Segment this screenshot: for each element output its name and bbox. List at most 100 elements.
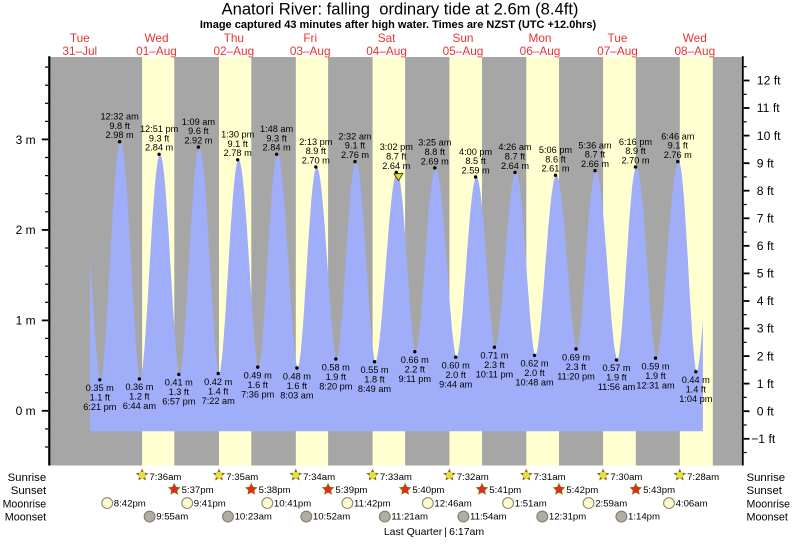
svg-text:1.2 ft: 1.2 ft [129, 392, 150, 402]
svg-text:2.98 m: 2.98 m [106, 130, 134, 140]
svg-text:31–Jul: 31–Jul [62, 44, 97, 58]
svg-text:7:33am: 7:33am [380, 472, 412, 483]
svg-text:2.70 m: 2.70 m [302, 155, 330, 165]
svg-text:9:41pm: 9:41pm [194, 498, 226, 509]
svg-text:0.36 m: 0.36 m [125, 382, 153, 392]
svg-text:1:30 pm: 1:30 pm [221, 130, 255, 140]
svg-text:3:02 pm: 3:02 pm [380, 142, 414, 152]
svg-text:Sunset: Sunset [747, 485, 783, 497]
svg-text:8:20 pm: 8:20 pm [319, 381, 353, 391]
svg-text:0.44 m: 0.44 m [682, 375, 710, 385]
svg-text:8:49 am: 8:49 am [358, 384, 392, 394]
svg-text:4 ft: 4 ft [757, 294, 775, 308]
svg-text:2.2 ft: 2.2 ft [405, 365, 426, 375]
svg-text:0 ft: 0 ft [757, 404, 775, 418]
svg-text:9 ft: 9 ft [757, 156, 775, 170]
svg-text:1.6 ft: 1.6 ft [287, 381, 308, 391]
svg-text:Sun: Sun [453, 31, 474, 45]
svg-text:8.9 ft: 8.9 ft [306, 146, 327, 156]
svg-text:0.60 m: 0.60 m [442, 361, 470, 371]
svg-text:Tue: Tue [70, 31, 90, 45]
svg-text:2.70 m: 2.70 m [621, 155, 649, 165]
svg-text:11:20 pm: 11:20 pm [557, 371, 595, 381]
svg-text:11:56 am: 11:56 am [598, 382, 636, 392]
svg-text:9.3 ft: 9.3 ft [149, 133, 170, 143]
svg-text:1.9 ft: 1.9 ft [326, 372, 347, 382]
svg-text:Thu: Thu [224, 31, 244, 45]
svg-text:1:09 am: 1:09 am [182, 117, 216, 127]
svg-text:5 ft: 5 ft [757, 267, 775, 281]
svg-text:2.92 m: 2.92 m [184, 136, 212, 146]
svg-text:Moonset: Moonset [5, 512, 46, 524]
svg-text:Moonrise: Moonrise [3, 499, 47, 511]
svg-text:7:36am: 7:36am [149, 472, 181, 483]
svg-text:5:41pm: 5:41pm [489, 485, 521, 496]
svg-text:7:30am: 7:30am [610, 472, 642, 483]
svg-text:Tue: Tue [608, 31, 628, 45]
svg-text:9.1 ft: 9.1 ft [668, 141, 689, 151]
svg-text:0.62 m: 0.62 m [520, 359, 548, 369]
svg-text:5:37pm: 5:37pm [182, 485, 214, 496]
svg-text:Moonrise: Moonrise [747, 499, 791, 511]
svg-text:−1 ft: −1 ft [751, 432, 776, 446]
svg-text:Wed: Wed [144, 31, 168, 45]
svg-text:6:46 am: 6:46 am [661, 131, 695, 141]
svg-text:1 ft: 1 ft [757, 377, 775, 391]
svg-text:2.61 m: 2.61 m [541, 164, 569, 174]
svg-text:Moonset: Moonset [747, 512, 788, 524]
svg-text:2:32 am: 2:32 am [338, 131, 372, 141]
svg-text:Anatori River: falling ordina: Anatori River: falling ordinary tide at … [222, 0, 579, 19]
svg-text:2.3 ft: 2.3 ft [484, 360, 505, 370]
svg-text:5:40pm: 5:40pm [412, 485, 444, 496]
svg-text:7:34am: 7:34am [303, 472, 335, 483]
svg-text:1:14pm: 1:14pm [628, 512, 660, 523]
svg-text:0.41 m: 0.41 m [165, 378, 193, 388]
svg-text:0.42 m: 0.42 m [204, 377, 232, 387]
svg-text:3:25 am: 3:25 am [418, 138, 452, 148]
svg-text:Sunrise: Sunrise [8, 472, 47, 484]
svg-text:1.6 ft: 1.6 ft [247, 380, 268, 390]
svg-text:9.8 ft: 9.8 ft [109, 121, 130, 131]
svg-text:08–Aug: 08–Aug [674, 44, 715, 58]
svg-text:2.84 m: 2.84 m [145, 143, 173, 153]
svg-text:7:32am: 7:32am [457, 472, 489, 483]
svg-text:1.1 ft: 1.1 ft [90, 393, 111, 403]
svg-text:07–Aug: 07–Aug [597, 44, 638, 58]
svg-text:6:44 am: 6:44 am [123, 401, 157, 411]
svg-text:7:28am: 7:28am [687, 472, 719, 483]
svg-text:2:59am: 2:59am [595, 498, 627, 509]
svg-text:3 ft: 3 ft [757, 322, 775, 336]
svg-text:Sunrise: Sunrise [747, 472, 786, 484]
svg-text:0.48 m: 0.48 m [283, 371, 311, 381]
svg-text:10:11 pm: 10:11 pm [476, 370, 514, 380]
svg-text:0.71 m: 0.71 m [480, 351, 508, 361]
svg-text:1:48 am: 1:48 am [260, 124, 294, 134]
svg-text:0.57 m: 0.57 m [602, 363, 630, 373]
svg-text:1 m: 1 m [16, 314, 36, 328]
svg-text:8 ft: 8 ft [757, 184, 775, 198]
svg-text:7:22 am: 7:22 am [202, 396, 236, 406]
svg-text:2.84 m: 2.84 m [263, 143, 291, 153]
svg-text:10:52am: 10:52am [313, 512, 350, 523]
svg-text:01–Aug: 01–Aug [136, 44, 177, 58]
svg-text:6:21 pm: 6:21 pm [83, 402, 117, 412]
svg-text:1:04 pm: 1:04 pm [679, 394, 713, 404]
svg-text:2.0 ft: 2.0 ft [445, 370, 466, 380]
svg-text:0.58 m: 0.58 m [322, 362, 350, 372]
svg-text:9.6 ft: 9.6 ft [188, 126, 209, 136]
svg-text:10:48 am: 10:48 am [515, 378, 554, 388]
svg-text:11 ft: 11 ft [757, 101, 780, 115]
svg-text:9:11 pm: 9:11 pm [399, 374, 432, 384]
svg-text:6 ft: 6 ft [757, 239, 775, 253]
svg-text:9:55am: 9:55am [156, 512, 188, 523]
svg-text:Sat: Sat [378, 31, 396, 45]
svg-text:9.1 ft: 9.1 ft [345, 141, 366, 151]
svg-text:8.8 ft: 8.8 ft [425, 147, 446, 157]
svg-text:1.9 ft: 1.9 ft [606, 373, 627, 383]
svg-text:2.76 m: 2.76 m [664, 150, 692, 160]
svg-text:0 m: 0 m [16, 404, 36, 418]
svg-text:8.7 ft: 8.7 ft [585, 150, 606, 160]
svg-text:5:39pm: 5:39pm [335, 485, 367, 496]
svg-text:2 m: 2 m [16, 223, 36, 237]
svg-text:1.9 ft: 1.9 ft [645, 371, 666, 381]
